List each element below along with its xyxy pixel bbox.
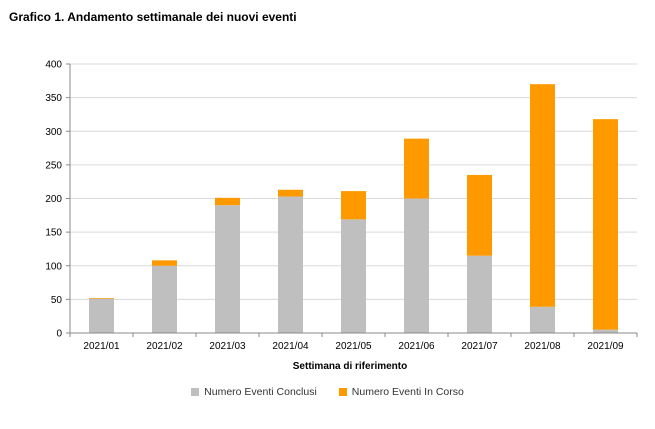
y-tick-label: 0 xyxy=(56,329,62,340)
bar-conclusi-2021-03 xyxy=(215,205,240,333)
x-tick-label: 2021/08 xyxy=(524,341,561,352)
bar-conclusi-2021-09 xyxy=(593,329,618,333)
bar-in-corso-2021-02 xyxy=(152,260,177,266)
chart-title: Grafico 1. Andamento settimanale dei nuo… xyxy=(9,10,297,24)
x-tick-label: 2021/04 xyxy=(272,341,309,352)
bar-in-corso-2021-01 xyxy=(89,298,114,299)
legend-item-conclusi: Numero Eventi Conclusi xyxy=(191,386,317,398)
x-axis-label: Settimana di riferimento xyxy=(293,361,407,372)
y-tick-label: 150 xyxy=(45,228,62,239)
x-tick-label: 2021/09 xyxy=(587,341,624,352)
y-tick-label: 300 xyxy=(45,127,62,138)
x-tick-label: 2021/02 xyxy=(146,341,183,352)
axes xyxy=(66,63,638,337)
legend-swatch-in-corso xyxy=(338,388,347,396)
bar-in-corso-2021-04 xyxy=(278,189,303,197)
bar-conclusi-2021-04 xyxy=(278,196,303,333)
y-tick-label: 200 xyxy=(45,194,62,205)
bar-conclusi-2021-01 xyxy=(89,298,114,333)
bar-in-corso-2021-03 xyxy=(215,197,240,206)
bar-in-corso-2021-05 xyxy=(341,191,366,220)
x-tick-labels: 2021/01 2021/02 2021/03 2021/04 2021/05 2021/… xyxy=(83,341,624,352)
y-tick-label: 50 xyxy=(51,295,63,306)
bar-in-corso-2021-06 xyxy=(404,138,429,199)
bar-conclusi-2021-08 xyxy=(530,306,555,333)
legend-label-in-corso: Numero Eventi In Corso xyxy=(351,386,464,398)
bar-in-corso-2021-07 xyxy=(467,174,492,256)
x-tick-label: 2021/03 xyxy=(209,341,246,352)
x-tick-label: 2021/07 xyxy=(461,341,498,352)
y-tick-label: 350 xyxy=(45,93,62,104)
bar-conclusi-2021-06 xyxy=(404,198,429,333)
bar-conclusi-2021-05 xyxy=(341,219,366,333)
y-tick-labels: 0 50 100 150 200 250 300 350 400 xyxy=(45,60,62,340)
bar-conclusi-2021-02 xyxy=(152,265,177,333)
bar-in-corso-2021-09 xyxy=(593,119,618,330)
legend-label-conclusi: Numero Eventi Conclusi xyxy=(204,386,317,398)
bar-in-corso-2021-08 xyxy=(530,84,555,307)
y-tick-label: 100 xyxy=(45,261,62,272)
bar-conclusi-2021-07 xyxy=(467,255,492,333)
x-tick-label: 2021/01 xyxy=(83,341,120,352)
x-tick-label: 2021/06 xyxy=(398,341,435,352)
legend-item-in-corso: Numero Eventi In Corso xyxy=(338,386,464,398)
legend-swatch-conclusi xyxy=(191,388,200,396)
x-tick-label: 2021/05 xyxy=(335,341,372,352)
bars xyxy=(89,84,618,333)
legend: Numero Eventi Conclusi Numero Eventi In … xyxy=(0,386,655,398)
y-tick-label: 400 xyxy=(45,60,62,71)
y-tick-label: 250 xyxy=(45,160,62,171)
